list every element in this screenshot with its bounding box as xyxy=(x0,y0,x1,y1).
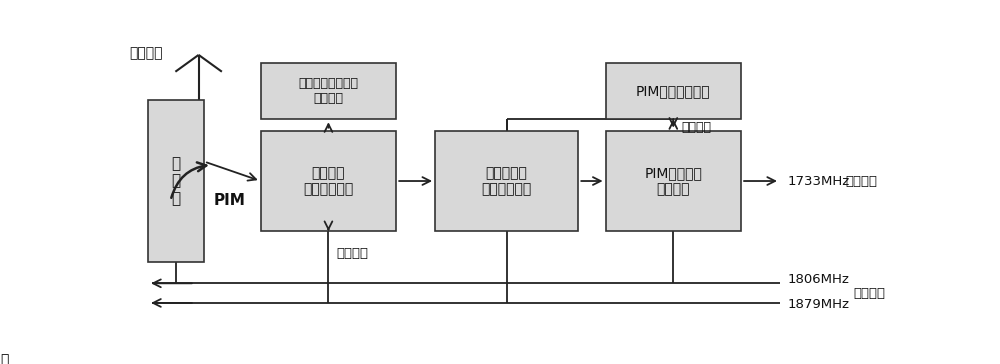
Text: 双
工
器: 双 工 器 xyxy=(172,156,181,206)
Text: 已存导频: 已存导频 xyxy=(336,248,368,260)
FancyBboxPatch shape xyxy=(435,131,578,232)
Text: 非线性模型
参数估计模块: 非线性模型 参数估计模块 xyxy=(482,166,532,196)
FancyArrowPatch shape xyxy=(171,162,206,198)
FancyBboxPatch shape xyxy=(606,63,741,119)
Text: PIM参数存储模块: PIM参数存储模块 xyxy=(636,84,711,98)
FancyBboxPatch shape xyxy=(261,63,396,119)
Text: 更新参数: 更新参数 xyxy=(681,121,711,134)
Text: PIM耦合信道
估计模块: PIM耦合信道 估计模块 xyxy=(644,166,702,196)
Text: 空间链路信道参数
存储模块: 空间链路信道参数 存储模块 xyxy=(298,77,358,105)
Text: 空间链路
信道估计模块: 空间链路 信道估计模块 xyxy=(303,166,354,196)
Text: 1733MHz: 1733MHz xyxy=(788,174,850,187)
FancyBboxPatch shape xyxy=(606,131,741,232)
Text: PIM: PIM xyxy=(213,193,245,208)
Text: 上行接收: 上行接收 xyxy=(846,174,878,187)
Text: 导频时隙: 导频时隙 xyxy=(129,47,162,60)
Text: 1879MHz: 1879MHz xyxy=(788,298,850,311)
Text: 测: 测 xyxy=(0,353,8,364)
FancyBboxPatch shape xyxy=(148,100,204,262)
FancyBboxPatch shape xyxy=(261,131,396,232)
Text: 1806MHz: 1806MHz xyxy=(788,273,850,286)
Text: 下行发射: 下行发射 xyxy=(854,286,886,300)
